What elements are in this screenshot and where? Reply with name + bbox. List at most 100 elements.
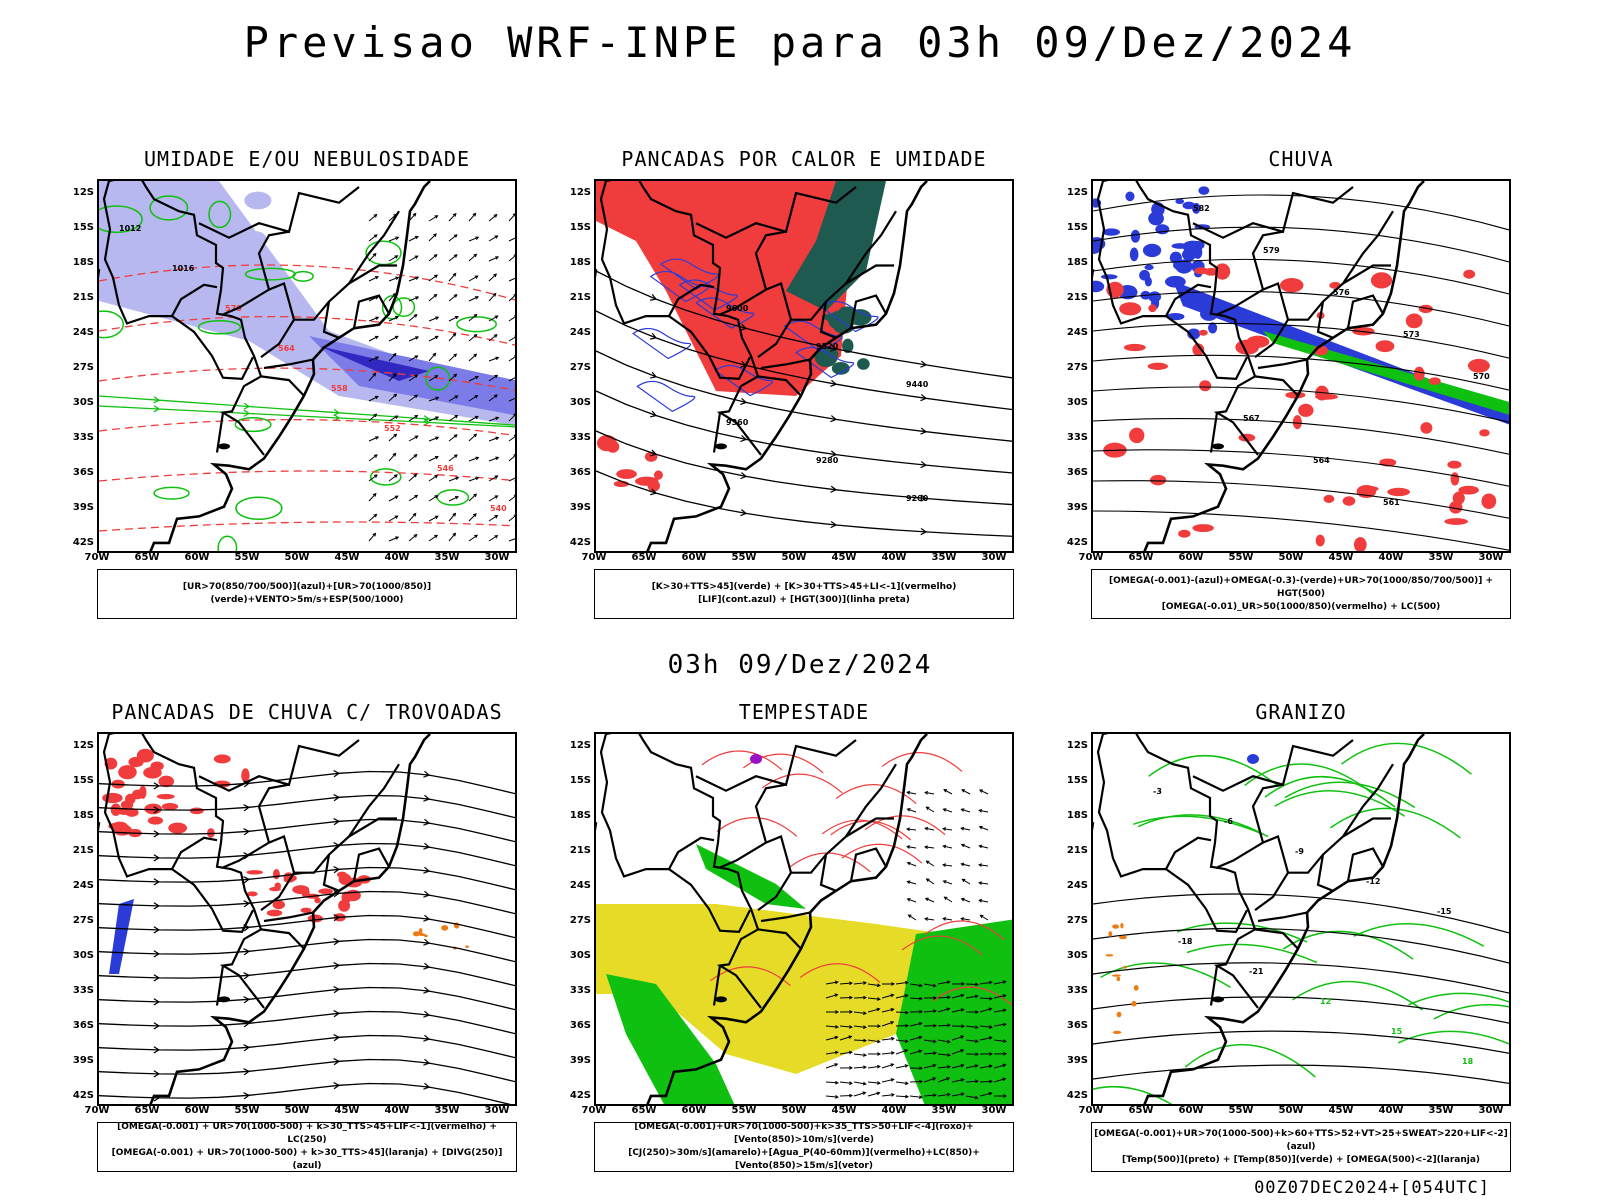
country-border xyxy=(849,847,887,882)
streamline-arrow xyxy=(243,409,251,417)
wind-vector-head xyxy=(414,355,419,359)
wind-vector xyxy=(448,234,458,242)
contour-label: 15 xyxy=(1391,1027,1403,1036)
wind-vector xyxy=(488,315,498,322)
wind-vector-head xyxy=(375,436,380,440)
wind-vector xyxy=(937,1053,950,1056)
lon-tick-label: 45W xyxy=(1328,1105,1354,1116)
streamline-arrow xyxy=(423,1034,431,1042)
lifted-index-contour xyxy=(632,327,692,360)
wind-vector-head xyxy=(906,790,911,795)
coastline xyxy=(1093,181,1425,551)
map-canvas xyxy=(596,734,1012,1104)
streamline-arrow xyxy=(243,780,251,788)
wind-vector-head xyxy=(414,394,419,399)
thunderstorm-orange xyxy=(441,925,449,931)
wind-vector-head xyxy=(943,789,948,793)
lon-tick-label: 45W xyxy=(1328,552,1354,563)
wind-vector xyxy=(937,1093,950,1097)
wind-vector xyxy=(907,828,917,831)
wind-vector-head xyxy=(495,256,500,260)
wind-vector xyxy=(468,236,479,242)
lon-tick-label: 60W xyxy=(184,552,210,563)
wind-vector-head xyxy=(946,1092,951,1097)
contour-label: -6 xyxy=(1224,817,1233,826)
country-border xyxy=(819,301,837,339)
wind-vector-head xyxy=(960,897,965,902)
wind-vector-head xyxy=(890,1051,895,1055)
country-border xyxy=(718,210,897,321)
temp-500-contour xyxy=(1093,962,1509,994)
wind-vector-head xyxy=(960,1035,965,1039)
map-chuva: 582 579 576 573 570 567 564 561 xyxy=(1091,179,1511,553)
streamline xyxy=(99,866,515,891)
thunderstorm-red xyxy=(274,882,282,890)
wind-vector-head xyxy=(834,1050,839,1055)
legend-line: [OMEGA(-0.001) + UR>70(1000-500) + k>30_… xyxy=(117,1122,497,1145)
wind-vector-head xyxy=(434,274,438,279)
country-border xyxy=(1165,868,1248,934)
country-border xyxy=(322,301,340,339)
wind-vector-head xyxy=(904,1049,909,1053)
lat-tick-label: 27S xyxy=(569,362,591,373)
streamline-arrow xyxy=(153,806,161,814)
wind-vector xyxy=(925,791,935,795)
wind-vector xyxy=(408,415,418,422)
wind-vector xyxy=(488,334,498,342)
wind-vector-head xyxy=(834,1063,839,1067)
wind-vector-head xyxy=(414,255,419,259)
wind-vector xyxy=(488,256,499,262)
wind-vector-head xyxy=(1003,1094,1008,1098)
lon-tick-label: 30W xyxy=(484,1105,510,1116)
wind-vector-head xyxy=(514,476,515,477)
wind-vector xyxy=(979,997,993,1000)
wind-vector-head xyxy=(942,827,947,831)
thunderstorm-red xyxy=(307,914,323,923)
country-border xyxy=(1209,965,1219,1006)
lat-tick-label: 33S xyxy=(569,432,591,443)
panel-title-tempestade: TEMPESTADE xyxy=(738,700,870,724)
lat-tick-label: 33S xyxy=(72,432,94,443)
rain-blue xyxy=(1142,243,1162,258)
legend-line: [OMEGA(-0.01)_UR>50(1000/850)(vermelho) … xyxy=(1161,601,1441,612)
coastline xyxy=(99,734,431,1104)
wind-vector-head xyxy=(918,983,923,988)
lat-tick-label: 18S xyxy=(72,257,94,268)
height-contour xyxy=(596,350,1012,442)
lat-tick-label: 27S xyxy=(72,362,94,373)
wind-vector xyxy=(923,983,936,987)
lat-tick-label: 21S xyxy=(1066,292,1088,303)
lon-tick-label: 70W xyxy=(581,1105,607,1116)
wind-vector-head xyxy=(988,1091,993,1096)
streamline-arrow xyxy=(920,494,928,502)
wind-vector xyxy=(508,336,515,342)
wind-vector-head xyxy=(978,898,983,903)
lat-tick-label: 36S xyxy=(72,1020,94,1031)
wind-vector xyxy=(907,862,917,867)
wind-vector xyxy=(448,434,458,442)
wind-vector xyxy=(979,1037,992,1041)
legend-line: [K>30+TTS>45](verde) + [K>30+TTS>45+LI<-… xyxy=(651,582,957,592)
wind-vector-head xyxy=(946,980,951,985)
streamline-arrow xyxy=(830,450,838,458)
instability-patch xyxy=(831,362,850,375)
wind-vector xyxy=(965,983,979,986)
thunderstorm-red xyxy=(272,869,280,880)
wind-vector-head xyxy=(890,1007,895,1012)
wind-vector xyxy=(468,353,477,362)
streamline-arrow xyxy=(423,890,431,898)
wind-vector-head xyxy=(394,316,399,320)
humidity-patch xyxy=(214,248,242,261)
wind-vector-head xyxy=(876,1081,881,1085)
wind-vector xyxy=(368,316,379,322)
thunderstorm-red xyxy=(266,909,283,917)
country-border xyxy=(757,319,792,358)
wind-vector xyxy=(508,414,515,422)
streamline-arrow xyxy=(153,998,161,1006)
wind-vector-head xyxy=(495,416,500,421)
wind-vector xyxy=(388,255,398,262)
wind-vector xyxy=(448,213,457,222)
wind-vector xyxy=(979,1092,992,1097)
map-canvas: -3 -6 -9 -12 -15 -18 -21 12 15 18 xyxy=(1093,734,1509,1104)
wind-vector xyxy=(448,395,458,402)
